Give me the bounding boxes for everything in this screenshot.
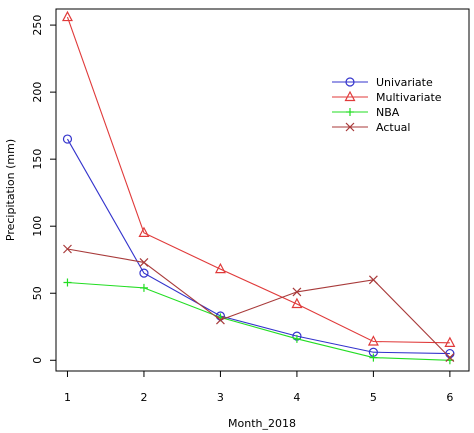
legend-item-nba: NBA [332,106,400,119]
x-tick-label: 5 [370,391,377,404]
legend-label-actual: Actual [376,121,410,134]
data-point-nba [292,334,301,343]
data-point-nba [369,353,378,362]
legend-marker-nba [346,108,354,116]
legend-label-multivariate: Multivariate [376,91,442,104]
legend: Univariate Multivariate NBA Actual [332,76,442,134]
data-point-nba [63,278,72,287]
y-tick-label: 100 [31,216,44,237]
legend-item-univariate: Univariate [332,76,433,89]
data-point-multivariate [291,297,303,309]
series-actual [63,244,455,363]
y-tick-label: 50 [31,286,44,300]
data-point-actual [139,257,149,267]
data-point-actual [368,275,378,285]
x-tick-label: 6 [446,391,453,404]
y-tick-label: 250 [31,15,44,36]
series-line-univariate [66,138,450,355]
legend-item-multivariate: Multivariate [332,90,442,104]
y-tick-label: 200 [31,82,44,103]
plot-area [55,8,470,372]
x-tick-label: 2 [140,391,147,404]
data-point-actual [216,315,225,325]
series-multivariate [61,10,456,347]
series-layer [61,10,456,365]
series-line-multivariate [66,16,450,344]
x-tick-label: 3 [217,391,224,404]
data-point-nba [139,283,148,292]
data-point-multivariate [214,262,226,274]
data-point-multivariate [444,336,456,347]
series-line-nba [67,281,450,361]
series-line-actual [67,248,451,358]
x-tick-label: 4 [293,391,300,404]
legend-marker-actual [345,122,355,132]
y-axis: 0 50 100 150 200 250 [31,15,56,364]
y-tick-label: 0 [31,357,44,364]
y-axis-label: Precipitation (mm) [4,139,17,241]
series-univariate [62,134,455,359]
data-point-multivariate [61,10,73,22]
x-axis-label: Month_2018 [228,417,296,430]
data-point-univariate [62,134,73,144]
data-point-multivariate [367,335,379,346]
legend-item-actual: Actual [332,121,410,134]
legend-marker-univariate [345,77,355,87]
y-tick-label: 150 [31,149,44,170]
legend-marker-multivariate [344,90,356,102]
data-point-actual [445,353,455,363]
data-point-actual [292,287,302,297]
legend-label-nba: NBA [376,106,400,119]
data-point-actual [63,244,72,254]
x-tick-label: 1 [64,391,71,404]
legend-label-univariate: Univariate [376,76,433,89]
series-nba [63,278,454,365]
plot-frame [55,8,470,372]
data-point-multivariate [138,226,150,238]
data-point-univariate [139,268,149,278]
x-axis: 1 2 3 4 5 6 [64,371,453,404]
